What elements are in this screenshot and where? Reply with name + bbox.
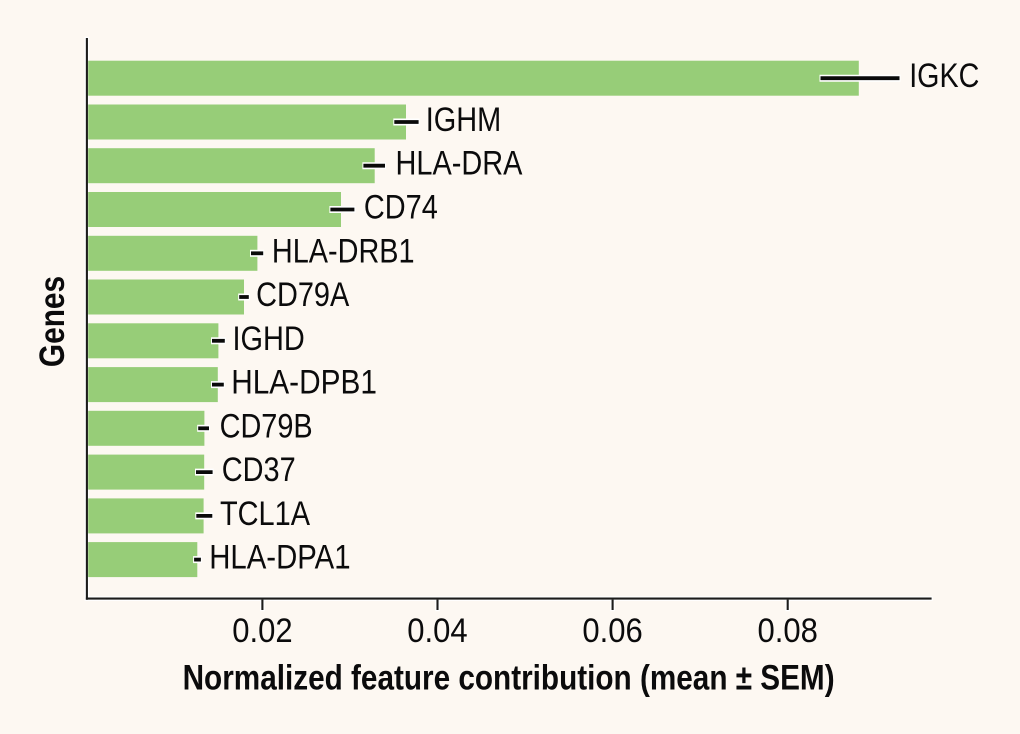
svg-text:0.08: 0.08 <box>758 612 818 650</box>
svg-text:CD37: CD37 <box>222 451 296 489</box>
svg-text:Normalized feature contributio: Normalized feature contribution (mean ± … <box>183 658 835 697</box>
svg-text:0.02: 0.02 <box>232 612 292 650</box>
svg-text:IGHD: IGHD <box>233 320 305 358</box>
svg-text:IGHM: IGHM <box>426 101 502 139</box>
svg-text:HLA-DPB1: HLA-DPB1 <box>231 364 377 402</box>
svg-text:HLA-DRA: HLA-DRA <box>396 145 523 183</box>
svg-text:Genes: Genes <box>33 276 72 367</box>
svg-text:CD74: CD74 <box>364 189 438 227</box>
svg-text:IGKC: IGKC <box>909 57 979 95</box>
svg-text:0.04: 0.04 <box>407 612 467 650</box>
svg-text:0.06: 0.06 <box>582 612 642 650</box>
svg-text:CD79B: CD79B <box>220 407 313 445</box>
svg-text:HLA-DPA1: HLA-DPA1 <box>209 539 350 577</box>
svg-text:TCL1A: TCL1A <box>220 495 310 533</box>
svg-text:HLA-DRB1: HLA-DRB1 <box>272 232 415 270</box>
svg-text:CD79A: CD79A <box>256 276 349 314</box>
